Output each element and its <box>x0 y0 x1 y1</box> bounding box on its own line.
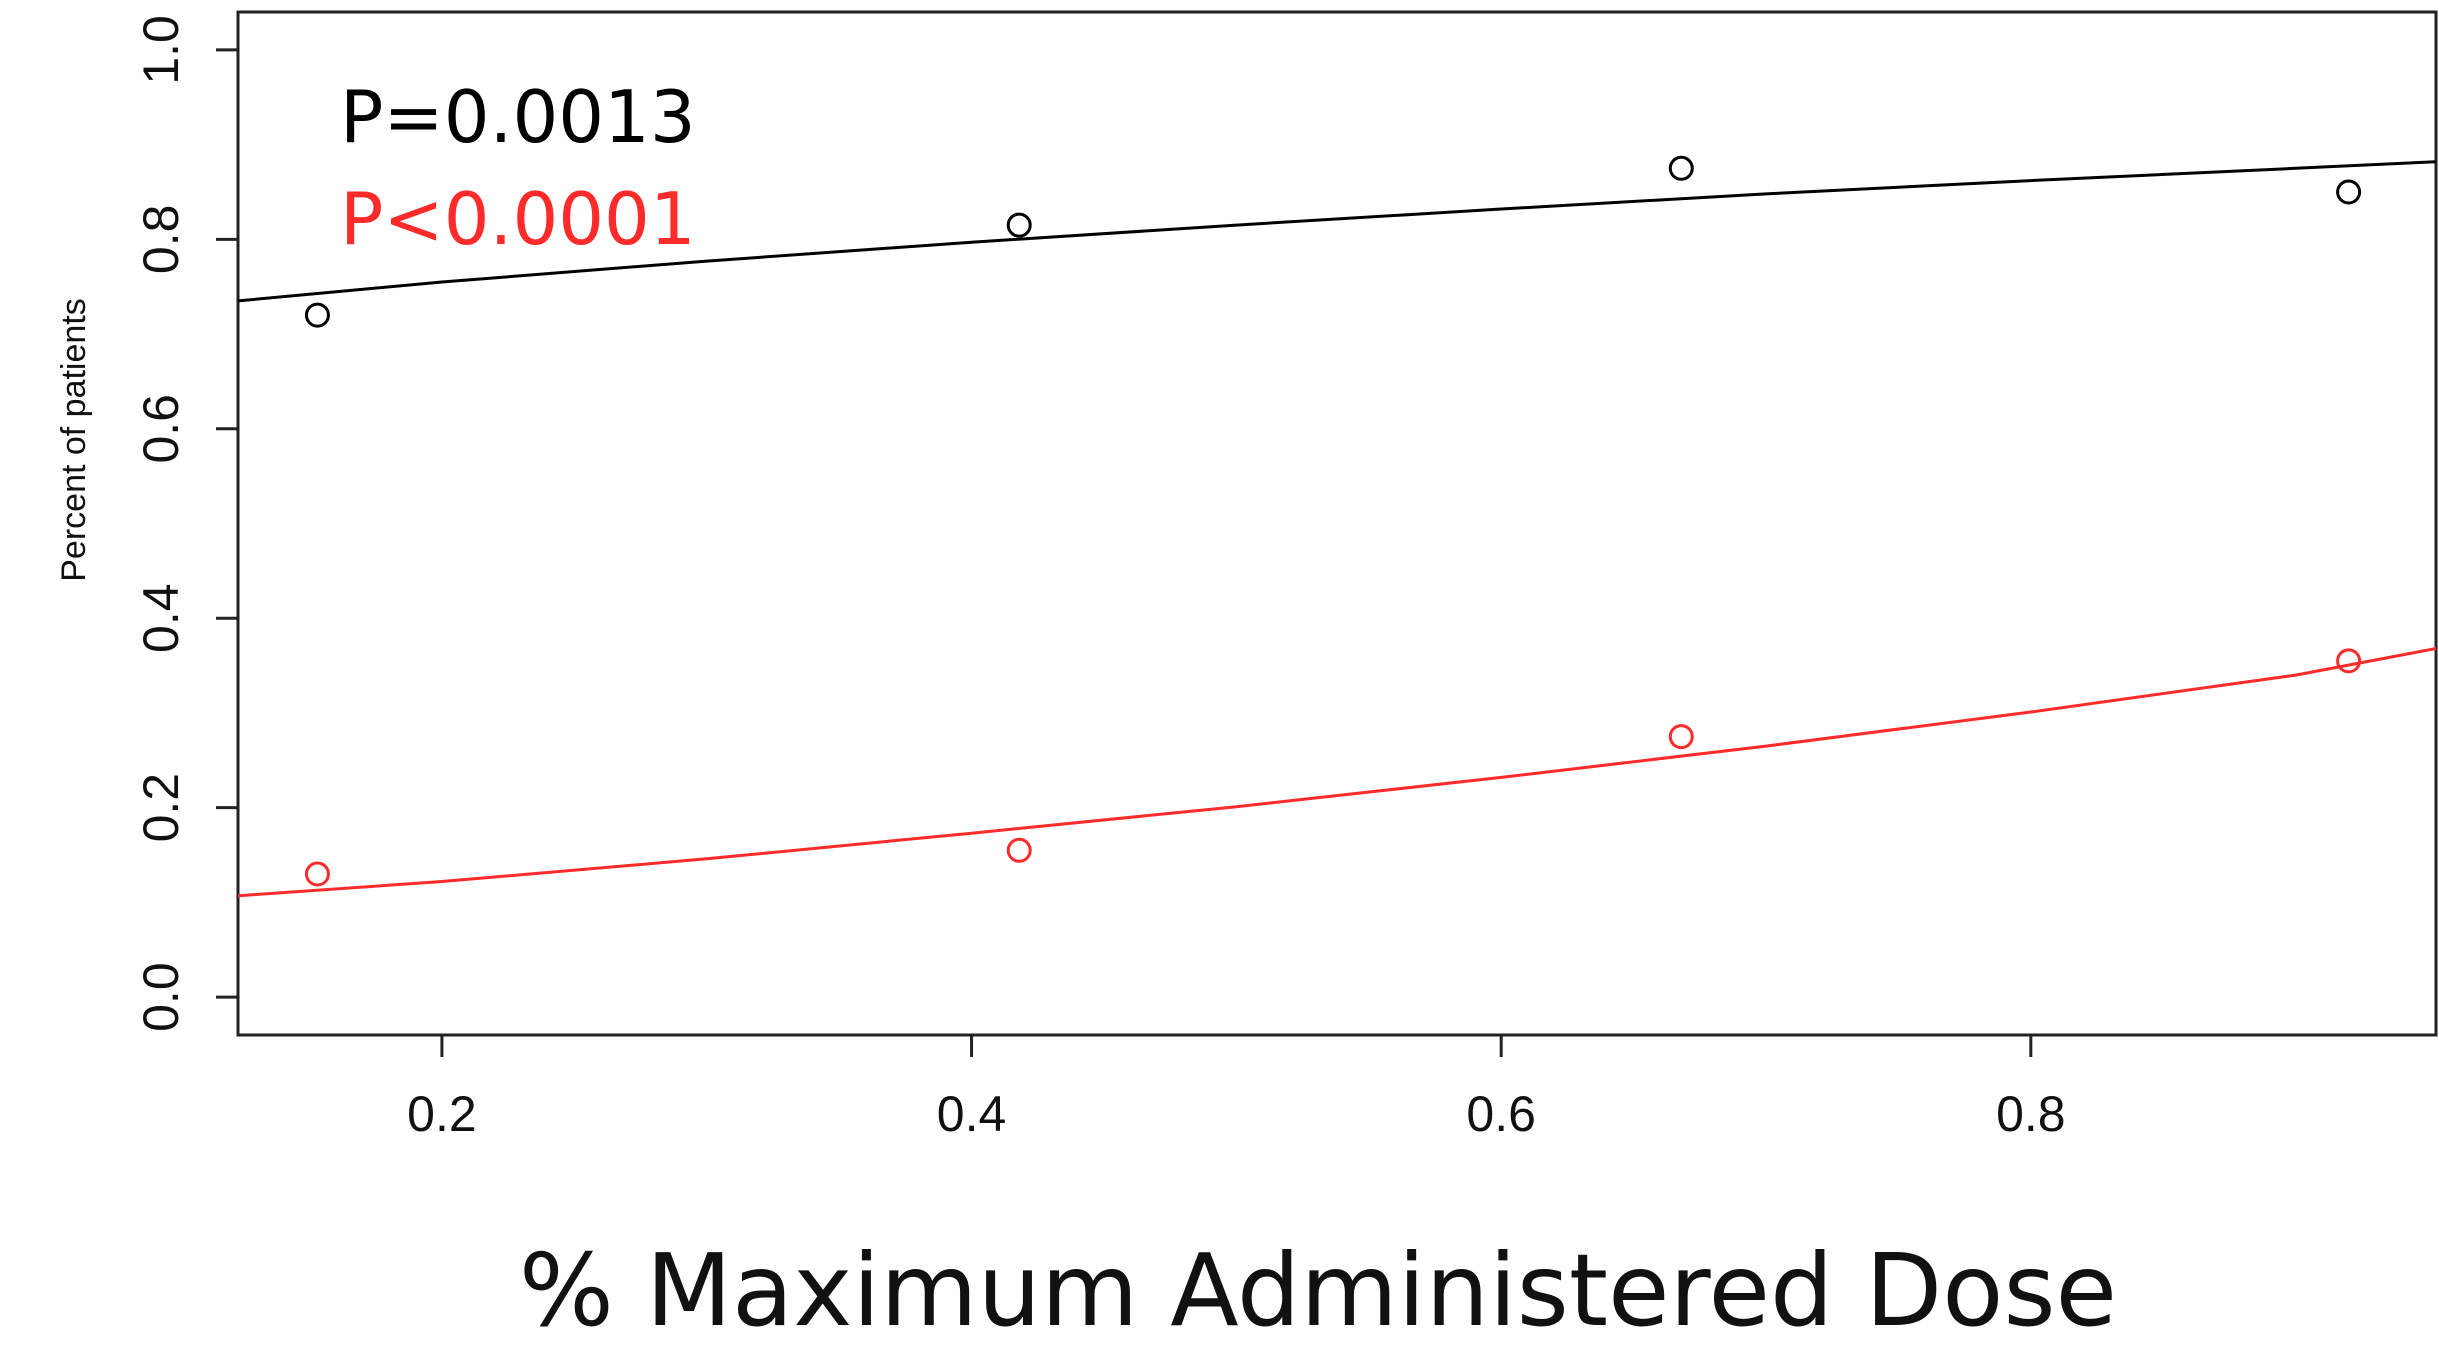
fit-curves <box>237 160 2437 898</box>
y-tick-label-1: 0.2 <box>133 773 189 843</box>
x-tick-label-3: 0.8 <box>1996 1086 2066 1142</box>
point-series-1-1 <box>1006 837 1032 863</box>
point-series-0-1 <box>1006 212 1032 238</box>
x-tick-label-0: 0.2 <box>407 1086 477 1142</box>
point-series-0-3 <box>2336 179 2362 205</box>
x-tick-label-2: 0.6 <box>1466 1086 1536 1142</box>
y-axis-label: Percent of patients <box>55 298 93 582</box>
plot-frame <box>236 10 2438 1037</box>
y-axis: 0.0 0.2 0.4 0.6 0.8 1.0 <box>133 15 238 1032</box>
data-points <box>304 155 2362 887</box>
x-axis: 0.2 0.4 0.6 0.8 <box>407 1035 2066 1142</box>
y-tick-label-0: 0.0 <box>133 962 189 1032</box>
point-series-1-0 <box>304 861 330 887</box>
point-series-0-2 <box>1668 155 1694 181</box>
y-tick-label-2: 0.4 <box>133 583 189 653</box>
point-series-0-0 <box>304 302 330 328</box>
p-value-red: P<0.0001 <box>340 177 696 261</box>
x-tick-label-1: 0.4 <box>937 1086 1007 1142</box>
y-tick-label-3: 0.6 <box>133 394 189 464</box>
point-series-1-2 <box>1668 724 1694 750</box>
y-tick-label-5: 1.0 <box>133 15 189 85</box>
fit-curve-series-0 <box>237 160 2437 303</box>
point-series-1-3 <box>2336 648 2362 674</box>
x-axis-label: % Maximum Administered Dose <box>519 1232 2117 1349</box>
fit-curve-series-1 <box>237 647 2437 898</box>
y-tick-label-4: 0.8 <box>133 205 189 275</box>
p-value-black: P=0.0013 <box>340 75 696 159</box>
